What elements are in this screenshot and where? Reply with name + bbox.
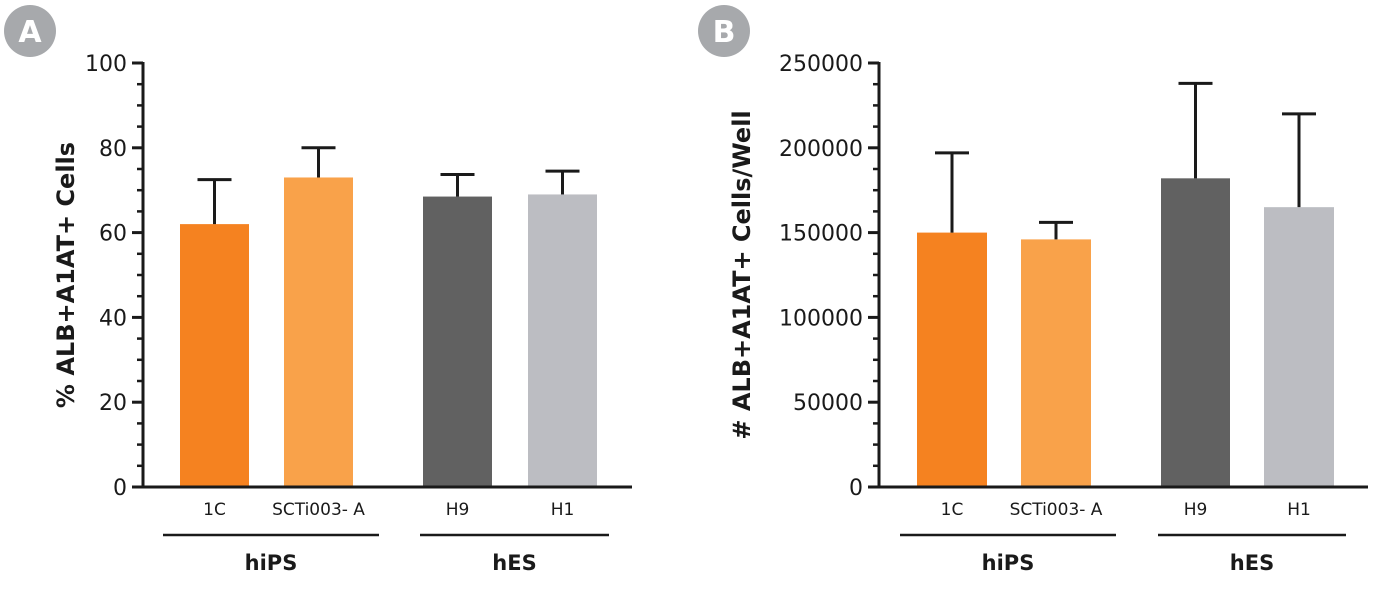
panel-a-group-label-0: hiPS <box>245 551 298 575</box>
panel-b-badge-label: B <box>713 15 736 50</box>
panel-a-category-label-1: SCTi003- A <box>272 500 365 520</box>
panel-a-y-tick-label-3: 60 <box>99 222 127 247</box>
panel-b-marks: 1C SCTi003- A H9 H1 0 50000 100000 150000 200000… <box>779 52 1368 575</box>
panel-a-bar-2 <box>423 196 492 487</box>
panel-b-category-label-3: H1 <box>1287 500 1311 520</box>
panel-a-marks: 1C SCTi003- A H9 H1 0 20 40 60 80 100 hiPS hES <box>85 52 632 575</box>
panel-b-category-label-1: SCTi003- A <box>1010 500 1103 520</box>
panel-b-bar-2 <box>1161 178 1230 487</box>
panel-b-bar-0 <box>917 232 987 487</box>
panel-a-y-axis-label: % ALB+A1AT+ Cells <box>52 142 80 408</box>
panel-a-badge: A <box>4 5 56 57</box>
panel-a: A % ALB+A1AT+ Cells 1C SCTi003- A H9 H1 0 20 4… <box>4 5 632 575</box>
panel-b-y-tick-label-0: 0 <box>849 476 863 501</box>
panel-a-y-tick-label-5: 100 <box>85 52 127 77</box>
panel-a-y-tick-label-0: 0 <box>113 476 127 501</box>
panel-b: B # ALB+A1AT+ Cells/Well 1C SCTi003- A H9 H… <box>698 5 1368 575</box>
panel-a-bar-1 <box>284 177 353 488</box>
panel-a-y-tick-label-1: 20 <box>99 391 127 416</box>
panel-b-y-tick-label-5: 250000 <box>779 52 863 77</box>
panel-b-bar-1 <box>1021 239 1091 487</box>
panel-a-badge-label: A <box>18 15 42 50</box>
panel-b-group-label-1: hES <box>1230 551 1274 575</box>
panel-b-y-tick-label-4: 200000 <box>779 137 863 162</box>
panel-b-y-axis-label: # ALB+A1AT+ Cells/Well <box>728 110 756 439</box>
panel-a-bar-3 <box>528 194 597 487</box>
panel-a-y-tick-label-4: 80 <box>99 137 127 162</box>
panel-b-group-label-0: hiPS <box>982 551 1035 575</box>
panel-b-y-tick-label-2: 100000 <box>779 306 863 331</box>
panel-a-y-tick-label-2: 40 <box>99 306 127 331</box>
panel-a-bar-0 <box>180 224 249 487</box>
panel-b-y-tick-label-1: 50000 <box>793 391 863 416</box>
panel-a-category-label-2: H9 <box>446 500 470 520</box>
panel-a-category-label-0: 1C <box>203 500 226 520</box>
panel-b-category-label-2: H9 <box>1184 500 1208 520</box>
panel-b-badge: B <box>698 5 750 57</box>
panel-b-bar-3 <box>1264 207 1334 487</box>
panel-b-category-label-0: 1C <box>941 500 964 520</box>
panel-b-y-tick-label-3: 150000 <box>779 222 863 247</box>
panel-a-category-label-3: H1 <box>551 500 575 520</box>
panel-a-group-label-1: hES <box>492 551 536 575</box>
